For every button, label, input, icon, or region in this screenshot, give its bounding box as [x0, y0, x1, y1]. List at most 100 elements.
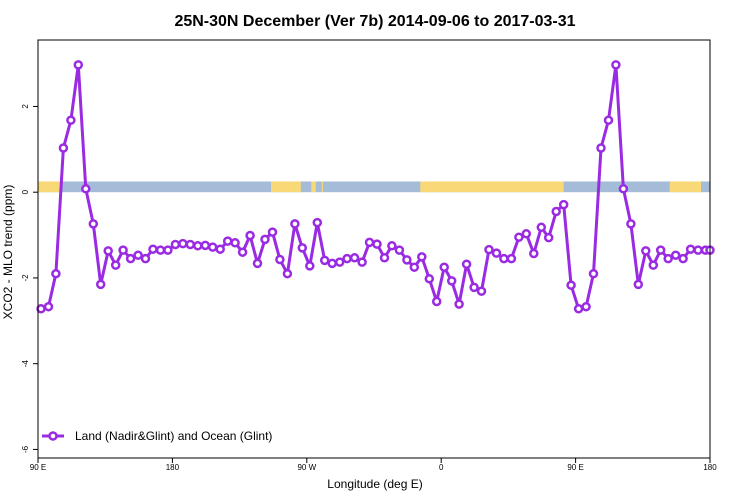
data-point — [290, 219, 300, 229]
data-point — [409, 262, 420, 272]
data-point — [66, 115, 76, 125]
data-point — [394, 245, 405, 255]
x-axis: 90 E 180 90 W 0 90 E 180 — [30, 458, 717, 472]
data-point — [88, 219, 99, 229]
series-points-group — [36, 60, 715, 314]
legend-marker-swatch — [48, 431, 58, 441]
ocean-band — [38, 181, 710, 193]
y-axis-label: XCO2 - MLO trend (ppm) — [1, 185, 15, 320]
data-point — [185, 239, 196, 250]
data-point — [685, 244, 696, 254]
data-point — [558, 199, 569, 210]
data-point — [588, 268, 599, 279]
data-point — [499, 253, 509, 264]
data-point — [529, 248, 539, 259]
legend: Land (Nadir&Glint) and Ocean (Glint) — [42, 429, 272, 443]
y-tick-label: 2 — [21, 104, 30, 109]
data-point — [469, 282, 479, 293]
data-point — [282, 268, 293, 279]
data-point — [670, 250, 681, 260]
data-point — [103, 246, 113, 256]
data-point — [521, 229, 532, 239]
data-point — [275, 254, 285, 265]
data-point — [312, 217, 323, 228]
data-point — [163, 245, 173, 255]
data-point — [543, 232, 554, 243]
data-point — [95, 279, 106, 290]
data-point — [73, 60, 84, 70]
chart-title: 25N-30N December (Ver 7b) 2014-09-06 to … — [174, 13, 575, 30]
data-point — [596, 143, 606, 153]
data-point — [566, 280, 576, 290]
data-point — [260, 234, 270, 245]
data-point — [551, 206, 561, 217]
data-point — [663, 253, 673, 264]
data-point — [364, 237, 375, 248]
y-tick-label: -4 — [21, 360, 30, 368]
data-point — [58, 143, 69, 153]
data-point — [133, 250, 143, 260]
data-point — [125, 253, 136, 264]
land-segment — [669, 181, 702, 193]
data-point — [506, 253, 517, 264]
data-point — [155, 245, 166, 255]
data-point — [36, 304, 46, 314]
data-point — [431, 296, 442, 307]
data-point — [245, 230, 255, 241]
data-point — [305, 261, 315, 271]
data-point — [626, 219, 636, 229]
data-point — [342, 253, 352, 264]
land-segment — [311, 181, 316, 193]
data-point — [514, 232, 524, 242]
legend-label: Land (Nadir&Glint) and Ocean (Glint) — [75, 429, 272, 443]
data-point — [648, 260, 659, 270]
data-point — [357, 257, 367, 267]
data-point — [267, 227, 278, 237]
data-point — [424, 274, 435, 284]
data-point — [641, 246, 651, 256]
x-tick-label: 180 — [166, 463, 180, 472]
data-point — [402, 255, 412, 265]
data-point — [215, 244, 225, 254]
data-point — [454, 299, 464, 309]
land-segment — [420, 181, 564, 193]
data-point — [678, 253, 688, 264]
data-point — [349, 253, 360, 263]
x-tick-label: 0 — [439, 463, 444, 472]
data-point — [170, 239, 181, 250]
y-tick-label: -6 — [21, 445, 30, 453]
data-point — [118, 245, 128, 255]
data-point — [200, 240, 211, 251]
land-segment — [321, 181, 323, 193]
data-point — [207, 242, 218, 252]
data-point — [439, 262, 449, 272]
data-point — [178, 238, 188, 249]
data-point — [327, 258, 337, 269]
data-point — [581, 301, 591, 312]
data-point — [252, 258, 263, 269]
data-point — [491, 248, 502, 258]
x-tick-label: 180 — [703, 463, 717, 472]
y-axis: -6 -4 -2 0 2 — [21, 104, 38, 453]
data-point — [237, 247, 248, 257]
data-point — [297, 243, 308, 253]
data-point — [446, 276, 457, 286]
data-point — [140, 253, 151, 264]
x-tick-label: 90 E — [567, 463, 583, 472]
data-point — [417, 252, 427, 262]
data-point — [536, 222, 547, 233]
data-point — [334, 257, 345, 267]
data-point — [387, 241, 397, 251]
data-point — [573, 304, 584, 314]
data-point — [611, 60, 621, 70]
data-point — [379, 253, 390, 263]
data-point — [110, 260, 121, 270]
y-tick-label: 0 — [21, 189, 30, 194]
data-point — [618, 184, 629, 194]
data-point — [484, 244, 494, 255]
land-ocean-band — [38, 181, 710, 193]
data-point — [693, 245, 703, 255]
data-point — [633, 279, 644, 290]
x-axis-label: Longitude (deg E) — [327, 477, 422, 491]
